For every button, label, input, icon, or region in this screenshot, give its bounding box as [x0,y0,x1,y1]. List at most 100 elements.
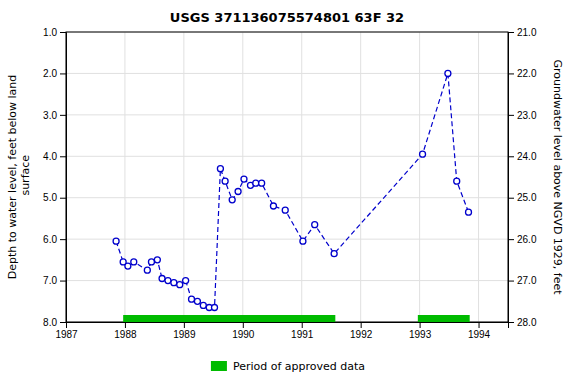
grid-line [419,32,420,322]
tick-mark [60,32,66,33]
tick: 5.0 [43,192,66,203]
grid-line [301,32,302,322]
chart: 198719881989199019911992199319941.02.03.… [0,0,576,384]
x-axis: 19871988198919901991199219931994 [55,322,508,340]
tick-label: 23.0 [517,110,537,121]
data-point [165,278,171,284]
tick: 23.0 [508,110,537,121]
tick: 1988 [114,322,137,340]
data-point [282,207,288,213]
tick-mark [479,322,480,328]
tick-mark [60,281,66,282]
data-point [420,151,426,157]
axis-line [60,33,67,323]
tick-label: 1.0 [43,27,57,38]
tick: 2.0 [43,68,66,79]
tick-mark [60,198,66,199]
tick-mark [60,322,66,323]
title: USGS 371136075574801 63F 32 [170,10,404,25]
tick-mark [508,32,514,33]
grid-line [66,239,508,240]
tick: 8.0 [43,317,66,328]
grid-line [66,156,508,157]
tick-label: 1987 [55,329,78,340]
data-point [454,178,460,184]
tick: 7.0 [43,275,66,286]
tick-label: 27.0 [517,275,537,286]
grid-line [66,197,508,198]
tick-mark [60,239,66,240]
tick: 1994 [468,322,491,340]
data-point [183,278,189,284]
tick-label: 1994 [468,329,491,340]
axis-line [509,33,515,323]
data-point [300,238,306,244]
tick: 6.0 [43,234,66,245]
data-point [148,259,154,265]
tick-label: 24.0 [517,151,537,162]
tick: 25.0 [508,192,537,203]
tick-mark [508,239,514,240]
tick-label: 1989 [173,329,196,340]
data-point [235,189,241,195]
tick-label: 25.0 [517,192,537,203]
tick-label: 1991 [291,329,314,340]
legend-label: Period of approved data [233,360,365,373]
data-point [445,70,451,76]
tick-mark [508,281,514,282]
data-point [241,176,247,182]
period-bar [418,315,470,322]
tick: 28.0 [508,317,537,328]
tick-mark [508,156,514,157]
tick: 3.0 [43,110,66,121]
y2-axis: 21.0 22.0 23.0 24.0 25.0 26.0 27.0 28.0 [508,27,537,328]
grid-line [66,73,508,74]
tick-label: 6.0 [43,234,57,245]
tick-label: 26.0 [517,234,537,245]
tick-label: 5.0 [43,192,57,203]
plot-area [113,70,471,322]
data-point [229,197,235,203]
grid-line [124,32,125,322]
tick-label: 4.0 [43,151,57,162]
tick: 1992 [350,322,373,340]
data-point [131,259,137,265]
legend: Period of approved data [211,360,365,373]
data-point [312,222,318,228]
data-point [177,282,183,288]
tick-mark [243,322,244,328]
data-point [171,280,177,286]
tick-mark [361,322,362,328]
plot-frame [66,32,508,322]
tick: 21.0 [508,27,537,38]
data-point [270,203,276,209]
tick-mark [508,198,514,199]
tick-label: 1988 [114,329,137,340]
tick-mark [184,322,185,328]
period-bar [123,315,335,322]
tick: 4.0 [43,151,66,162]
tick: 1991 [291,322,314,340]
tick-label: 1990 [232,329,255,340]
tick-mark [302,322,303,328]
tick-label: 1992 [350,329,373,340]
tick-mark [420,322,421,328]
data-point [212,305,218,311]
tick-label: 21.0 [517,27,537,38]
data-point [253,180,259,186]
y2-axis-label: Groundwater level above NGVD 1929, feet [551,59,564,295]
y-axis: 1.0 2.0 3.0 4.0 5.0 6.0 7.0 8.0 [43,27,66,328]
tick-mark [60,115,66,116]
tick: 1.0 [43,27,66,38]
data-point [194,298,200,304]
data-point [466,209,472,215]
data-point [159,276,165,282]
tick-label: 7.0 [43,275,57,286]
tick: 22.0 [508,68,537,79]
legend-item: Period of approved data [211,360,365,373]
tick-mark [60,156,66,157]
axis-line [67,323,509,329]
tick: 1989 [173,322,196,340]
data-point [189,296,195,302]
data-point [331,251,337,257]
